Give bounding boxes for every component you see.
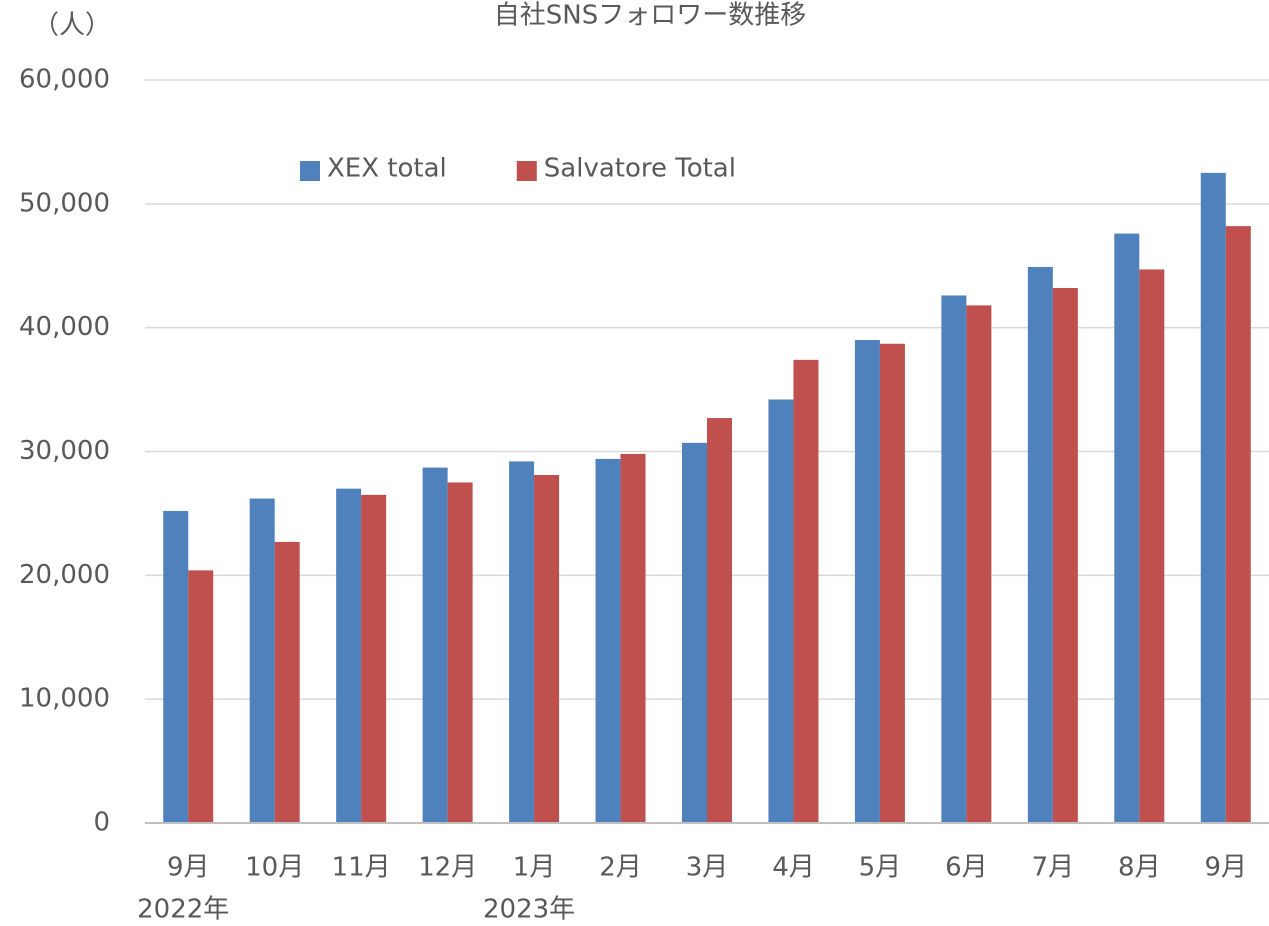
x-tick-label: 8月 [1118, 853, 1161, 883]
bar [707, 418, 732, 823]
bar [682, 442, 707, 823]
x-group-label: 2022年 [137, 895, 229, 925]
x-tick-label: 12月 [418, 853, 477, 883]
bar [336, 488, 362, 823]
bar [274, 541, 300, 823]
legend-label: XEX total [327, 154, 447, 184]
bar [249, 498, 275, 823]
x-tick-label: 9月 [167, 853, 210, 883]
x-tick-label: 11月 [332, 853, 391, 883]
bar [768, 399, 794, 823]
x-tick-label: 1月 [513, 853, 556, 883]
x-tick-label: 6月 [945, 853, 988, 883]
legend-label: Salvatore Total [544, 154, 736, 184]
legend-swatch [300, 161, 320, 181]
y-tick-label: 50,000 [19, 188, 110, 218]
bar [163, 510, 189, 823]
bar [1139, 269, 1165, 824]
x-tick-label: 9月 [1204, 853, 1247, 883]
x-tick-label: 4月 [772, 853, 815, 883]
x-tick-label: 10月 [245, 853, 304, 883]
bar [1200, 172, 1226, 823]
x-tick-label: 3月 [686, 853, 729, 883]
bar [361, 494, 387, 823]
x-group-label: 2023年 [483, 895, 575, 925]
y-tick-label: 10,000 [19, 684, 110, 714]
bar [447, 482, 473, 823]
legend-swatch [516, 161, 537, 181]
bar [534, 475, 560, 823]
y-tick-label: 40,000 [19, 312, 110, 342]
bar [879, 343, 905, 823]
bar [595, 458, 621, 823]
bar [509, 461, 535, 823]
bar [854, 340, 880, 823]
bar [793, 359, 819, 823]
bar [1114, 233, 1140, 823]
bar [422, 467, 448, 823]
x-tick-label: 2月 [599, 853, 642, 883]
bar [941, 295, 967, 824]
y-tick-label: 0 [93, 808, 110, 838]
chart-title: 自社SNSフォロワー数推移 [494, 1, 806, 31]
bar [1027, 266, 1053, 823]
bar [1052, 288, 1078, 823]
bar [966, 305, 992, 823]
y-tick-label: 60,000 [19, 65, 110, 95]
x-tick-label: 5月 [859, 853, 902, 883]
y-unit: （人） [33, 11, 111, 41]
x-tick-label: 7月 [1032, 853, 1075, 883]
y-tick-label: 30,000 [19, 436, 110, 466]
y-tick-label: 20,000 [19, 560, 110, 590]
bar [188, 570, 214, 823]
bar [620, 453, 646, 823]
bar [1225, 226, 1251, 823]
